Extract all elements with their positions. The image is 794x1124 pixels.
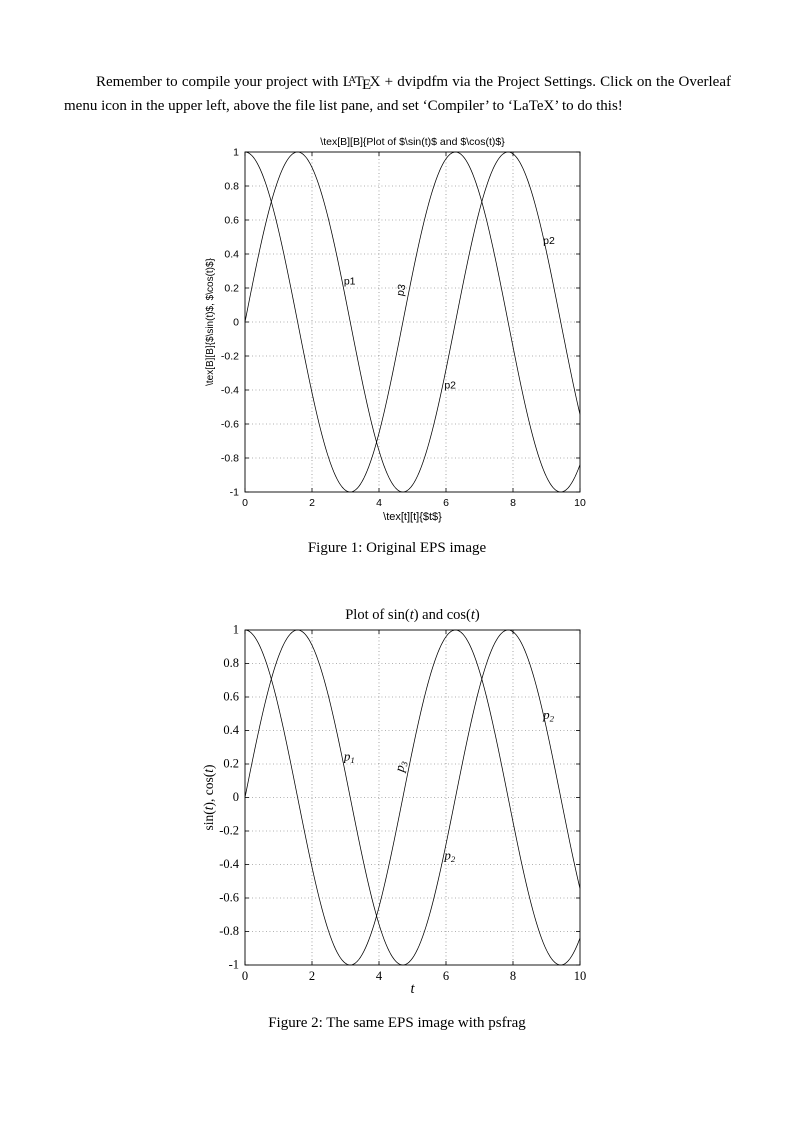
svg-text:0.2: 0.2	[223, 757, 239, 771]
y-axis-label: \tex[B][B]{$\sin(t)$, $\cos(t)$}	[205, 257, 216, 385]
svg-text:0: 0	[242, 497, 248, 509]
grid-lines	[245, 152, 580, 492]
svg-text:-0.8: -0.8	[221, 453, 239, 465]
svg-text:-0.4: -0.4	[221, 385, 239, 397]
plot-curves	[244, 629, 581, 966]
figure-2-plot: 0 2 4 6 8 10 -1 -0.8 -0.6 -0.4 -0.2 0 0.2 0.4 0.6 0.8 1 p…	[201, 607, 586, 997]
svg-text:0.6: 0.6	[224, 215, 239, 227]
tick-marks	[244, 629, 581, 966]
svg-text:1: 1	[233, 147, 239, 159]
figure-1-plot: 0 2 4 6 8 10 -1 -0.8 -0.6 -0.4 -0.2 0 0.2 0.4 0.6 0.8 1 p…	[205, 136, 586, 523]
svg-text:10: 10	[574, 497, 586, 509]
svg-text:8: 8	[510, 969, 516, 983]
svg-text:2: 2	[309, 969, 315, 983]
tick-marks	[244, 151, 581, 493]
svg-text:2: 2	[309, 497, 315, 509]
svg-text:10: 10	[574, 969, 587, 983]
latex-logo: LATEX	[342, 74, 381, 94]
intro-paragraph: Remember to compile your project with LA…	[64, 70, 731, 117]
svg-text:-0.4: -0.4	[219, 857, 240, 871]
annotation-label: p2	[542, 707, 555, 724]
curve-sin(t)	[244, 151, 581, 493]
svg-text:8: 8	[510, 497, 516, 509]
annotation-label: p2	[444, 379, 456, 391]
svg-text:-0.6: -0.6	[221, 419, 239, 431]
annotation-label: p3	[391, 759, 410, 775]
svg-text:0.8: 0.8	[223, 656, 239, 670]
annotation-label: p2	[443, 847, 456, 864]
svg-text:-0.2: -0.2	[221, 351, 239, 363]
svg-text:0.8: 0.8	[224, 181, 239, 193]
annotation-label: p2	[543, 235, 555, 247]
svg-text:-1: -1	[229, 958, 239, 972]
figure-1-caption: Figure 1: Original EPS image	[307, 540, 487, 556]
plot-curves	[244, 151, 581, 493]
tick-labels: 0 2 4 6 8 10 -1 -0.8 -0.6 -0.4 -0.2 0 0.2 0.4 0.6 0.8 1	[219, 623, 586, 984]
figure-2: 0 2 4 6 8 10 -1 -0.8 -0.6 -0.4 -0.2 0 0.2 0.4 0.6 0.8 1 p…	[200, 600, 600, 1000]
svg-text:-0.2: -0.2	[219, 824, 239, 838]
svg-text:-0.6: -0.6	[219, 891, 239, 905]
figure-2-caption: Figure 2: The same EPS image with psfrag	[268, 1015, 526, 1031]
svg-text:0: 0	[233, 317, 239, 329]
svg-text:4: 4	[376, 497, 382, 509]
paragraph-text-1: Remember to compile your project with	[96, 74, 343, 91]
curve-cos(t)	[244, 151, 581, 493]
svg-text:0.4: 0.4	[224, 249, 239, 261]
svg-text:-0.8: -0.8	[219, 924, 239, 938]
x-axis-label: \tex[t][t]{$t$}	[383, 511, 442, 523]
curve-cos(t)	[244, 629, 581, 966]
annotations: p1 p3 p2 p2	[344, 235, 555, 391]
x-axis-label: t	[410, 981, 415, 997]
svg-text:1: 1	[233, 623, 239, 637]
curve-sin(t)	[244, 629, 581, 966]
plot-box	[244, 629, 581, 966]
annotation-label: p1	[344, 276, 356, 288]
tick-labels: 0 2 4 6 8 10 -1 -0.8 -0.6 -0.4 -0.2 0 0.2 0.4 0.6 0.8 1	[221, 147, 586, 510]
figure-1: 0 2 4 6 8 10 -1 -0.8 -0.6 -0.4 -0.2 0 0.2 0.4 0.6 0.8 1 p…	[200, 130, 600, 530]
svg-text:6: 6	[443, 497, 449, 509]
annotation-label: p1	[343, 749, 355, 766]
svg-text:0.2: 0.2	[224, 283, 239, 295]
annotations: p1 p3 p2 p2	[343, 707, 555, 864]
svg-text:0.6: 0.6	[223, 690, 239, 704]
paragraph-text-2: + dvipdfm via the Project Settings. Clic…	[64, 74, 731, 115]
svg-text:0: 0	[242, 969, 248, 983]
plot-title: \tex[B][B]{Plot of $\sin(t)$ and $\cos(t…	[320, 136, 505, 148]
svg-text:0: 0	[233, 790, 239, 804]
svg-text:-1: -1	[230, 487, 239, 499]
plot-title: Plot of sin(t) and cos(t)	[345, 607, 480, 623]
plot-box	[244, 151, 581, 493]
svg-text:6: 6	[443, 969, 449, 983]
grid-lines	[245, 630, 580, 965]
svg-text:4: 4	[376, 969, 383, 983]
svg-text:0.4: 0.4	[223, 723, 239, 737]
annotation-label: p3	[394, 283, 408, 297]
y-axis-label: sin(t), cos(t)	[201, 764, 216, 830]
